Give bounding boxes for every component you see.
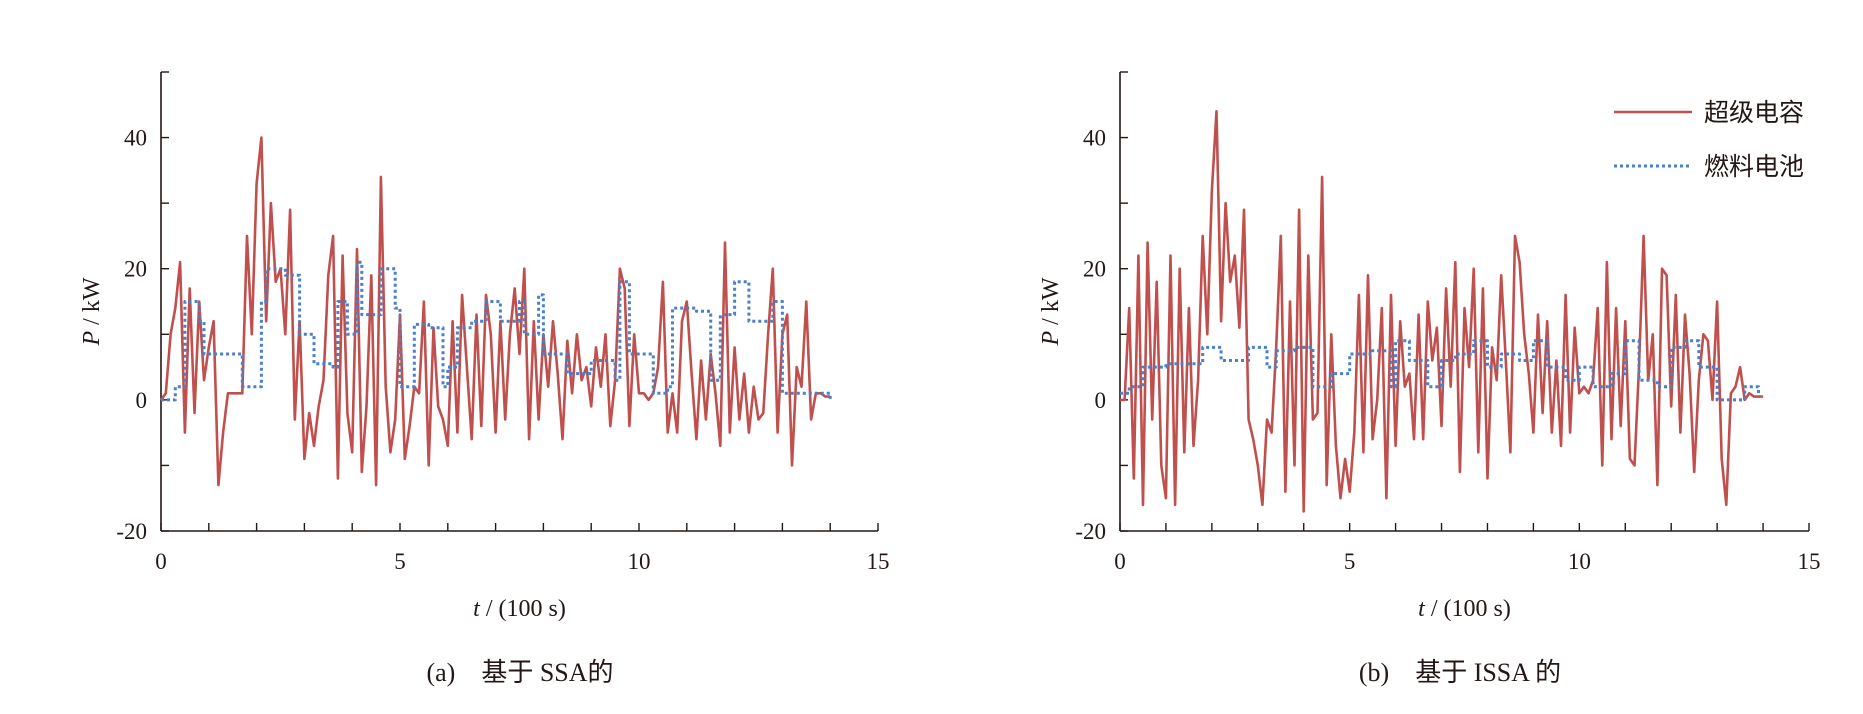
y-axis-label: P / kW xyxy=(79,277,105,346)
x-tick-label: 10 xyxy=(1568,549,1591,574)
series-line-supercapacitor xyxy=(1120,110,1764,513)
x-tick-label: 5 xyxy=(394,549,406,574)
y-tick-label: 20 xyxy=(124,257,147,282)
x-axis-label: t / (100 s) xyxy=(1418,596,1511,622)
y-axis-label-var: P xyxy=(79,331,105,347)
series-line-fuel-cell xyxy=(1120,339,1760,402)
y-axis-label-unit: / kW xyxy=(1038,277,1064,331)
x-tick-label: 15 xyxy=(867,549,890,574)
x-axis-label-var: t xyxy=(1418,596,1426,622)
x-tick-label: 10 xyxy=(628,549,651,574)
x-tick-label: 0 xyxy=(155,549,167,574)
chart-panel-a: -20 0 20 40 0 5 10 15 P / kW t / (100 s) (a) 基于 SS… xyxy=(79,71,890,687)
series-line-supercapacitor xyxy=(159,136,831,487)
panel-caption: (a) 基于 SSA的 xyxy=(426,658,613,687)
y-tick-label: -20 xyxy=(1075,519,1106,544)
legend-label: 超级电容 xyxy=(1704,99,1804,127)
chart-panel-b: -20 0 20 40 0 5 10 15 P / kW t / (100 s) (b) 基于 IS… xyxy=(1038,71,1821,687)
series-line-fuel-cell xyxy=(161,260,832,402)
y-tick-label: 0 xyxy=(1095,388,1107,413)
y-tick-label: 40 xyxy=(124,126,147,151)
y-tick-label: 20 xyxy=(1083,257,1106,282)
legend-label: 燃料电池 xyxy=(1704,153,1804,181)
x-tick-label: 0 xyxy=(1114,549,1126,574)
x-axis-label-unit: / (100 s) xyxy=(1425,596,1511,622)
x-axis-label-var: t xyxy=(473,596,481,622)
y-axis-label-unit: / kW xyxy=(79,277,105,331)
x-axis-label-unit: / (100 s) xyxy=(480,596,566,622)
y-tick-label: 0 xyxy=(136,388,148,413)
panel-caption: (b) 基于 ISSA 的 xyxy=(1359,658,1561,687)
x-tick-label: 5 xyxy=(1344,549,1356,574)
x-tick-label: 15 xyxy=(1798,549,1821,574)
y-tick-label: -20 xyxy=(116,519,147,544)
x-axis-label: t / (100 s) xyxy=(473,596,566,622)
y-axis-label: P / kW xyxy=(1038,277,1064,346)
y-axis-label-var: P xyxy=(1038,331,1064,347)
y-tick-label: 40 xyxy=(1083,126,1106,151)
